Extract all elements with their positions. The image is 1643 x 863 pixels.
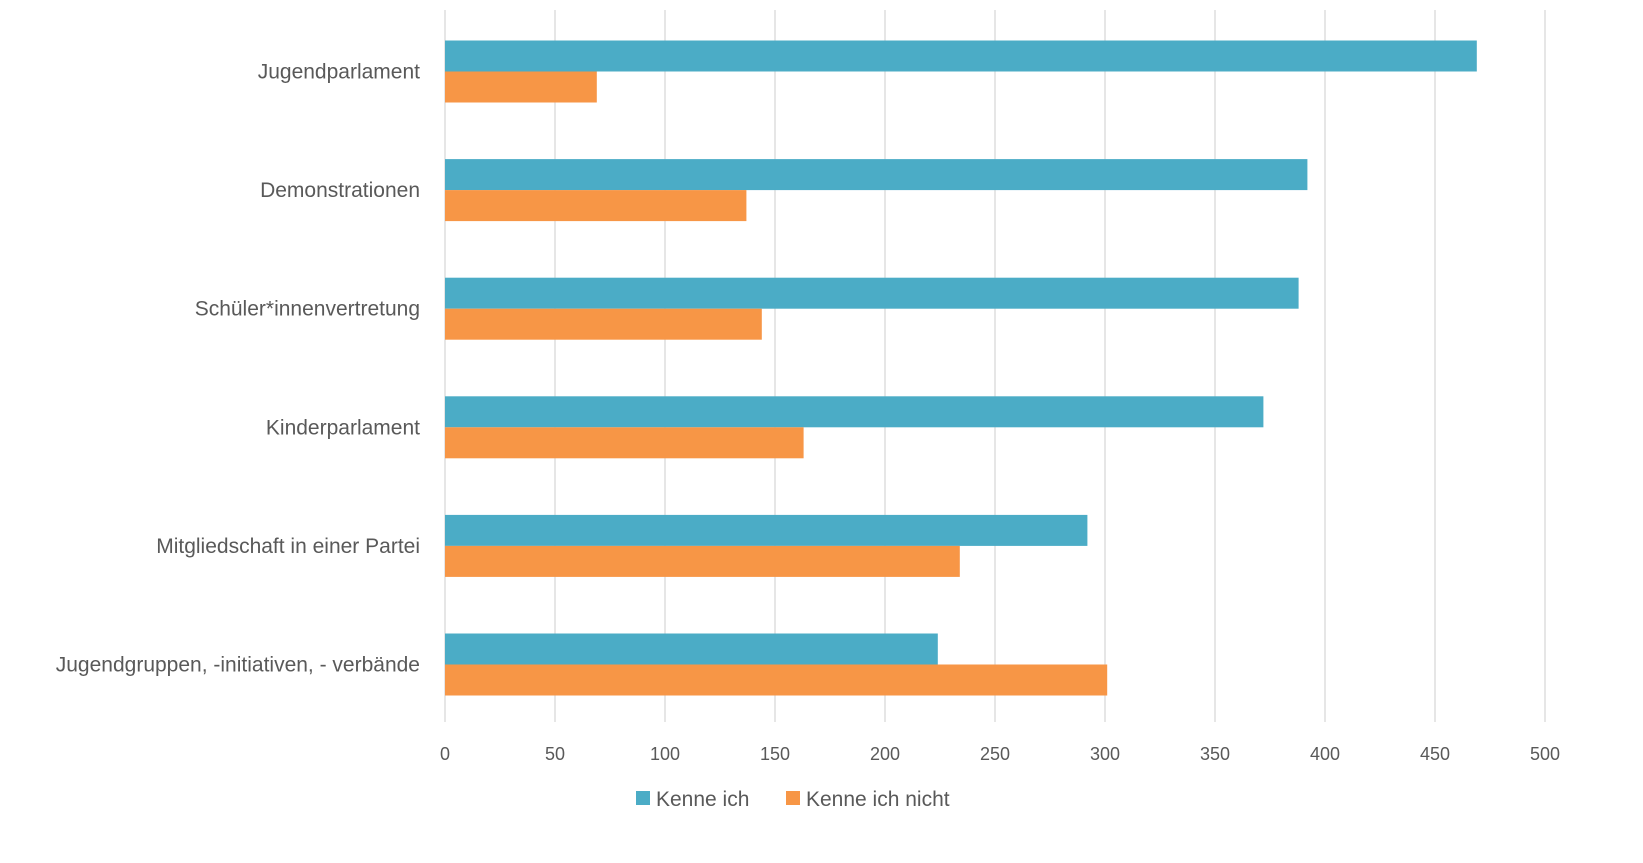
legend: Kenne ich Kenne ich nicht bbox=[636, 788, 950, 811]
bar-kenne-ich bbox=[445, 396, 1264, 428]
legend-swatch-kenne-ich bbox=[636, 791, 650, 805]
legend-label-kenne-ich: Kenne ich bbox=[656, 788, 749, 811]
bar-kenne-ich-nicht bbox=[445, 71, 597, 103]
x-tick-label: 400 bbox=[1310, 744, 1340, 764]
category-label: Schüler*innenvertretung bbox=[195, 298, 420, 321]
x-tick-label: 200 bbox=[870, 744, 900, 764]
category-label: Jugendgruppen, -initiativen, - verbände bbox=[56, 654, 420, 677]
gridlines bbox=[444, 10, 1546, 722]
bar-kenne-ich-nicht bbox=[445, 190, 747, 222]
bar-kenne-ich-nicht bbox=[445, 664, 1108, 696]
bar-kenne-ich bbox=[445, 277, 1299, 309]
bar-kenne-ich-nicht bbox=[445, 427, 804, 459]
x-tick-label: 100 bbox=[650, 744, 680, 764]
x-tick-label: 50 bbox=[545, 744, 565, 764]
bar-kenne-ich bbox=[445, 159, 1308, 191]
category-label: Kinderparlament bbox=[266, 416, 420, 439]
category-label: Jugendparlament bbox=[258, 61, 420, 84]
category-label: Mitgliedschaft in einer Partei bbox=[156, 535, 420, 558]
x-axis-tick-labels: 0 50 100 150 200 250 300 350 400 450 500 bbox=[440, 744, 1560, 764]
x-tick-label: 0 bbox=[440, 744, 450, 764]
x-tick-label: 300 bbox=[1090, 744, 1120, 764]
bar-kenne-ich bbox=[445, 40, 1477, 72]
bar-kenne-ich bbox=[445, 514, 1088, 546]
bar-kenne-ich-nicht bbox=[445, 308, 762, 340]
category-label: Demonstrationen bbox=[260, 179, 420, 202]
x-tick-label: 500 bbox=[1530, 744, 1560, 764]
bars bbox=[445, 40, 1477, 696]
x-tick-label: 450 bbox=[1420, 744, 1450, 764]
legend-label-kenne-ich-nicht: Kenne ich nicht bbox=[806, 788, 950, 811]
bar-kenne-ich bbox=[445, 633, 938, 665]
x-tick-label: 350 bbox=[1200, 744, 1230, 764]
legend-swatch-kenne-ich-nicht bbox=[786, 791, 800, 805]
bar-kenne-ich-nicht bbox=[445, 545, 960, 577]
category-labels: Jugendparlament Demonstrationen Schüler*in… bbox=[56, 61, 420, 677]
x-tick-label: 250 bbox=[980, 744, 1010, 764]
x-tick-label: 150 bbox=[760, 744, 790, 764]
